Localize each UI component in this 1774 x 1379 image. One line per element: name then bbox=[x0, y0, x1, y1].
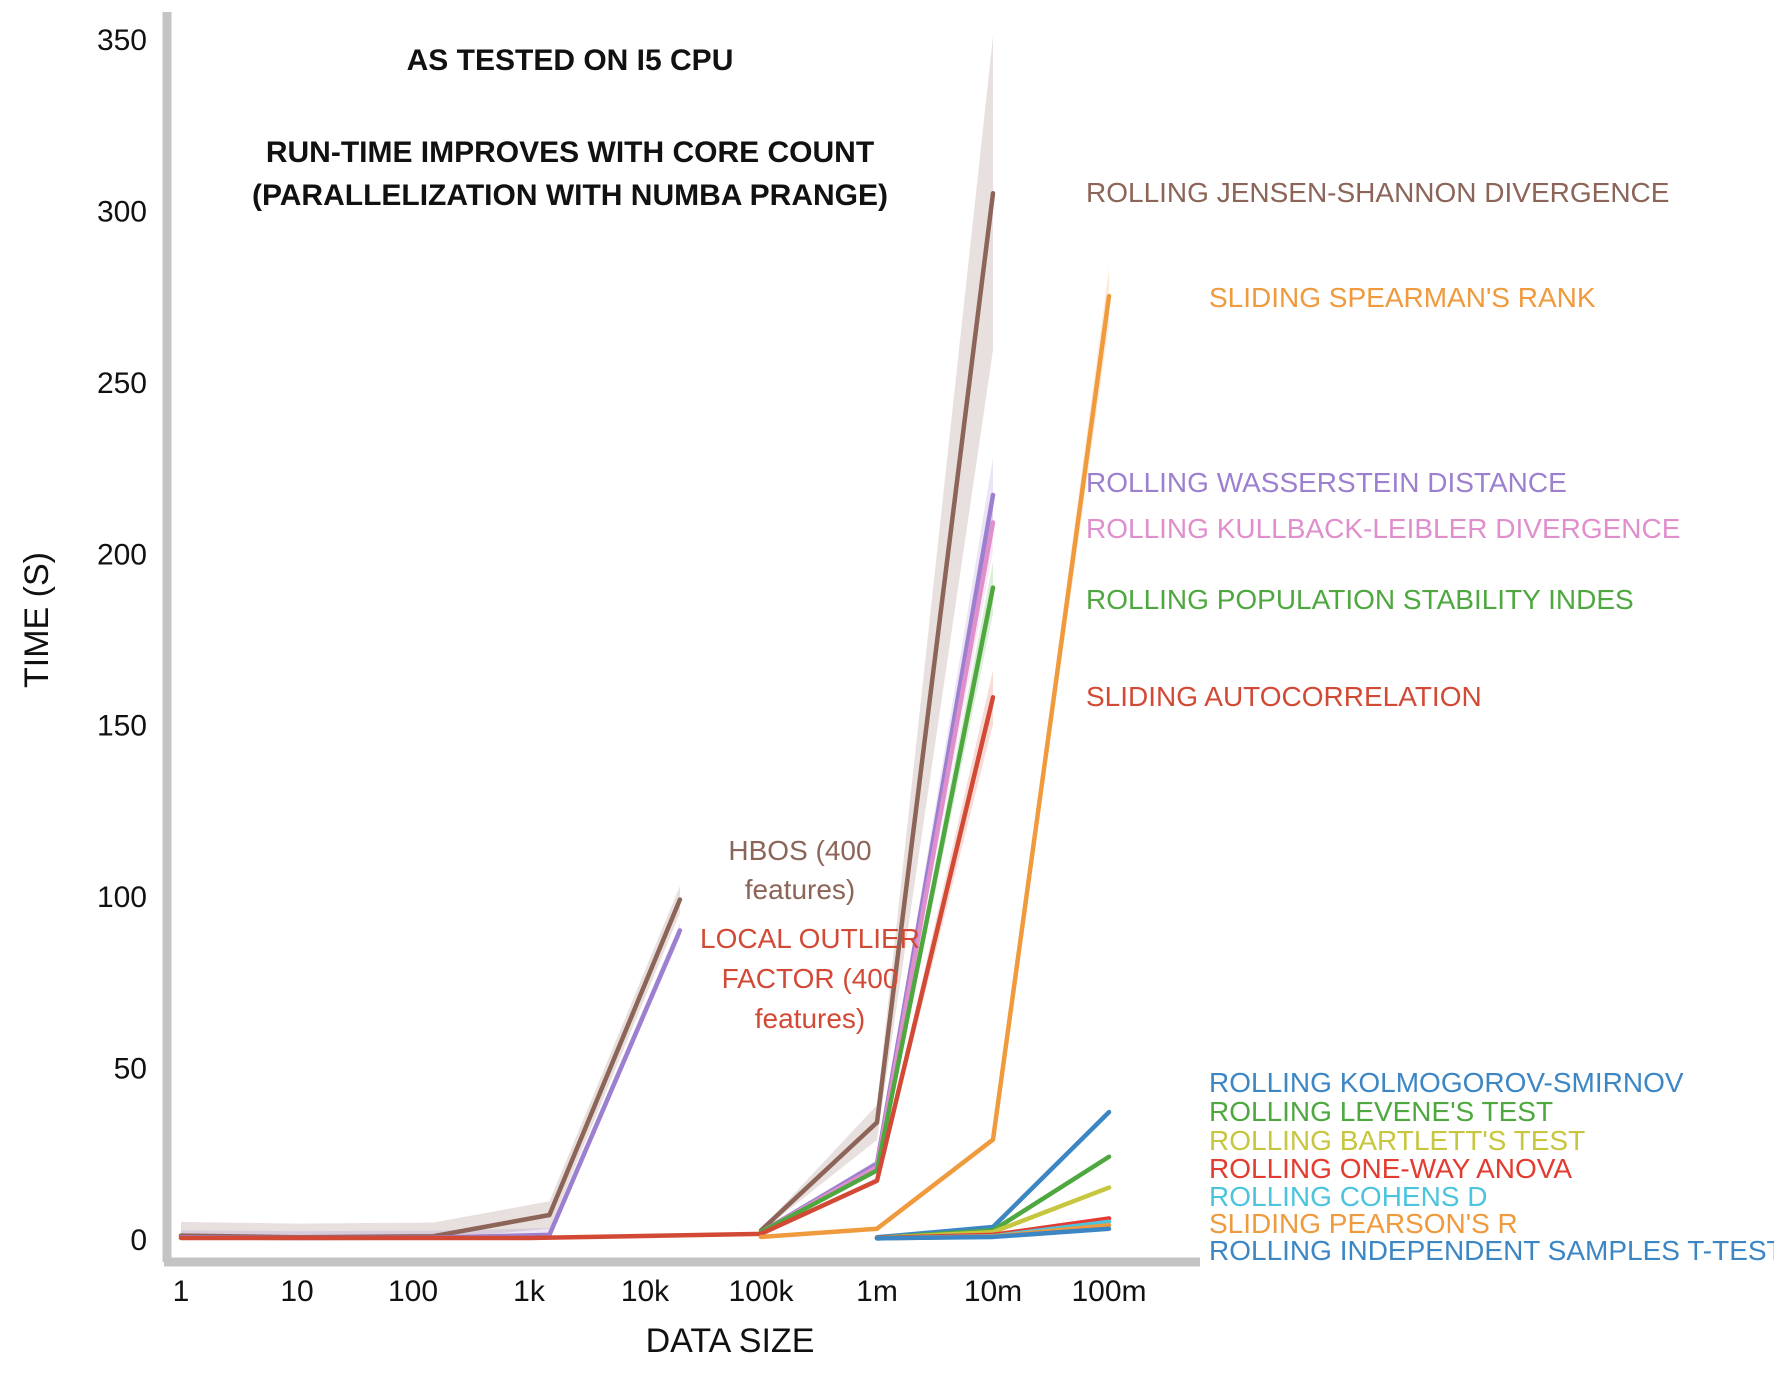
series-line bbox=[758, 191, 996, 1233]
series-line bbox=[178, 695, 996, 1241]
y-tick-label: 50 bbox=[114, 1053, 147, 1086]
series-label: LOCAL OUTLIER bbox=[700, 923, 920, 954]
annotation-text: RUN-TIME IMPROVES WITH CORE COUNT bbox=[266, 136, 874, 169]
x-tick-label: 10k bbox=[621, 1275, 670, 1308]
x-tick-label: 1k bbox=[513, 1275, 546, 1308]
annotation-text: (PARALLELIZATION WITH NUMBA PRANGE) bbox=[252, 179, 888, 212]
x-tick-label: 10m bbox=[964, 1275, 1022, 1308]
series-label: ROLLING WASSERSTEIN DISTANCE bbox=[1086, 467, 1567, 498]
x-axis-title: DATA SIZE bbox=[646, 1322, 815, 1360]
series-label: ROLLING COHENS D bbox=[1209, 1181, 1488, 1212]
annotations: AS TESTED ON I5 CPU RUN-TIME IMPROVES WIT… bbox=[252, 44, 888, 212]
series-label: HBOS (400 bbox=[728, 835, 871, 866]
series-label: features) bbox=[745, 874, 856, 905]
annotation-text: AS TESTED ON I5 CPU bbox=[407, 44, 734, 77]
x-tick-label: 100m bbox=[1071, 1275, 1146, 1308]
series-label: ROLLING ONE-WAY ANOVA bbox=[1209, 1153, 1572, 1184]
y-tick-label: 250 bbox=[97, 367, 147, 400]
series-label: features) bbox=[755, 1003, 866, 1034]
series-label: ROLLING LEVENE'S TEST bbox=[1209, 1096, 1553, 1127]
series-labels: ROLLING JENSEN-SHANNON DIVERGENCE SLIDING… bbox=[700, 177, 1774, 1266]
x-tick-label: 100 bbox=[388, 1275, 438, 1308]
y-tick-label: 0 bbox=[130, 1224, 147, 1257]
series-label: ROLLING INDEPENDENT SAMPLES T-TEST bbox=[1209, 1235, 1774, 1266]
y-axis-title: TIME (S) bbox=[18, 552, 56, 688]
tick-labels: 0 50 100 150 200 250 300 350 1 10 100 1k 10k 100k 1m 10… bbox=[97, 24, 1147, 1308]
series-label: SLIDING PEARSON'S R bbox=[1209, 1208, 1518, 1239]
series-label: FACTOR (400 bbox=[722, 963, 899, 994]
series-band bbox=[761, 36, 993, 1232]
x-tick-label: 1 bbox=[173, 1275, 190, 1308]
series-label: ROLLING JENSEN-SHANNON DIVERGENCE bbox=[1086, 177, 1669, 208]
series-label: ROLLING KOLMOGOROV-SMIRNOV bbox=[1209, 1067, 1684, 1098]
series-label: SLIDING AUTOCORRELATION bbox=[1086, 681, 1482, 712]
series-bands bbox=[181, 36, 1109, 1239]
series-label: ROLLING POPULATION STABILITY INDES bbox=[1086, 584, 1634, 615]
y-tick-label: 100 bbox=[97, 881, 147, 914]
series-line bbox=[874, 1226, 1112, 1241]
x-tick-label: 100k bbox=[728, 1275, 794, 1308]
series-label: SLIDING SPEARMAN'S RANK bbox=[1209, 282, 1596, 313]
y-tick-label: 300 bbox=[97, 195, 147, 228]
axes bbox=[162, 12, 1200, 1267]
series-label: ROLLING KULLBACK-LEIBLER DIVERGENCE bbox=[1086, 513, 1680, 544]
y-tick-label: 200 bbox=[97, 538, 147, 571]
x-tick-label: 1m bbox=[856, 1275, 898, 1308]
series-label: ROLLING BARTLETT'S TEST bbox=[1209, 1125, 1585, 1156]
y-tick-label: 350 bbox=[97, 24, 147, 57]
series-band bbox=[761, 267, 1109, 1238]
series-line bbox=[758, 585, 996, 1235]
y-tick-label: 150 bbox=[97, 710, 147, 743]
series-band bbox=[181, 885, 680, 1239]
series-lines bbox=[178, 191, 1112, 1241]
x-tick-label: 10 bbox=[280, 1275, 313, 1308]
series-line bbox=[758, 293, 1112, 1240]
